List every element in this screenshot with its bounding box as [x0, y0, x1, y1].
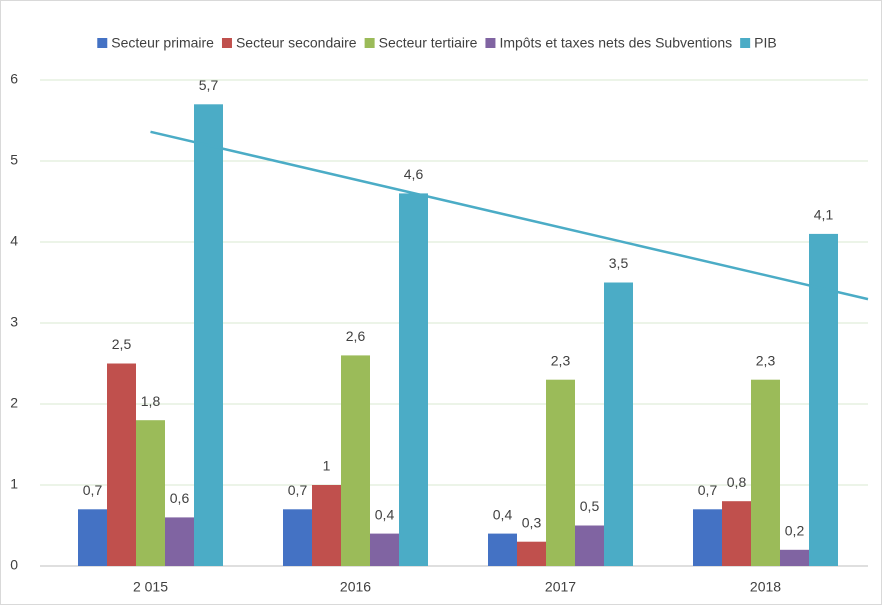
- y-tick-label: 4: [10, 233, 18, 249]
- bar: [312, 485, 341, 566]
- data-label: 0,6: [170, 490, 190, 506]
- bar: [194, 104, 223, 567]
- data-label: 3,5: [609, 255, 629, 271]
- bar: [517, 541, 546, 566]
- y-tick-label: 6: [10, 71, 18, 87]
- data-label: 0,4: [375, 506, 395, 522]
- data-label: 4,6: [404, 166, 424, 182]
- bar: [722, 501, 751, 566]
- bar: [283, 509, 312, 566]
- y-tick-label: 5: [10, 152, 18, 168]
- bar: [693, 509, 722, 566]
- y-tick-label: 2: [10, 395, 18, 411]
- data-label: 5,7: [199, 77, 219, 93]
- legend-swatch: [485, 38, 496, 48]
- bar: [370, 533, 399, 566]
- legend-swatch: [97, 38, 108, 48]
- legend-swatch: [364, 38, 375, 48]
- bar: [399, 193, 428, 566]
- x-tick-label: 2016: [340, 579, 371, 595]
- bar: [604, 282, 633, 566]
- data-label: 0,7: [83, 482, 103, 498]
- data-label: 2,6: [346, 328, 366, 344]
- legend-label: Impôts et taxes nets des Subventions: [499, 35, 732, 51]
- bar: [165, 517, 194, 566]
- trend-line: [150, 130, 869, 301]
- x-tick-label: 2018: [750, 579, 781, 595]
- data-label: 0,2: [785, 523, 805, 539]
- y-tick-label: 3: [10, 314, 18, 330]
- data-label: 1,8: [141, 393, 161, 409]
- bar: [780, 549, 809, 566]
- data-label: 0,7: [698, 482, 718, 498]
- legend-label: Secteur tertiaire: [379, 35, 478, 51]
- legend-label: Secteur secondaire: [236, 35, 357, 51]
- data-label: 2,3: [756, 352, 776, 368]
- data-label: 0,8: [727, 474, 747, 490]
- data-label: 1: [323, 458, 331, 474]
- legend-swatch: [740, 38, 751, 48]
- data-label: 4,1: [814, 207, 834, 223]
- legend-label: Secteur primaire: [111, 35, 214, 51]
- bar: [136, 420, 165, 566]
- legend-swatch: [221, 38, 232, 48]
- y-tick-label: 1: [10, 476, 18, 492]
- bar: [488, 533, 517, 566]
- bar: [809, 233, 838, 566]
- legend-label: PIB: [754, 35, 777, 51]
- data-label: 2,3: [551, 352, 571, 368]
- data-label: 0,3: [522, 514, 542, 530]
- data-label: 0,4: [493, 506, 513, 522]
- bar: [575, 525, 604, 566]
- bar: [341, 355, 370, 566]
- bar: [78, 509, 107, 566]
- bar: [107, 363, 136, 566]
- bar: [751, 379, 780, 566]
- x-tick-label: 2017: [545, 579, 576, 595]
- y-tick-label: 0: [10, 557, 18, 573]
- bar: [546, 379, 575, 566]
- x-tick-label: 2 015: [133, 579, 168, 595]
- data-label: 0,7: [288, 482, 308, 498]
- data-label: 2,5: [112, 336, 132, 352]
- data-label: 0,5: [580, 498, 600, 514]
